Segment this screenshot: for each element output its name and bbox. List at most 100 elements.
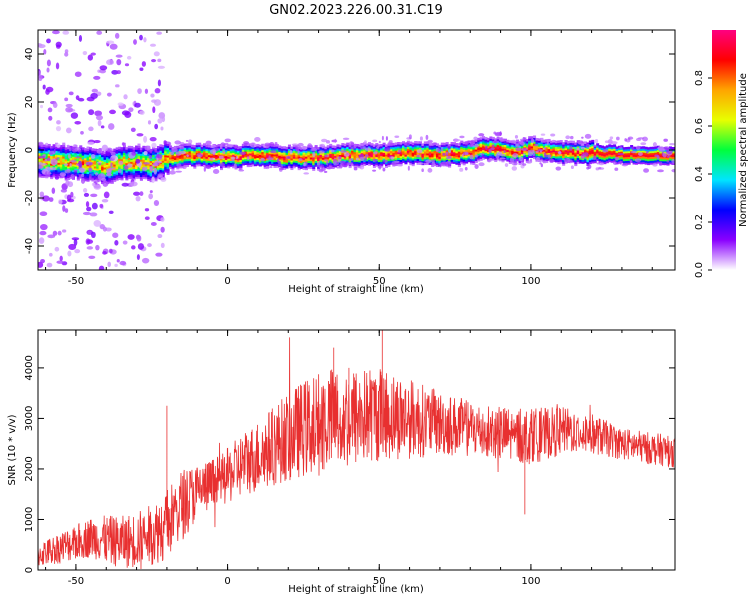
- spectrogram-cell: [465, 145, 469, 149]
- spectrogram-halo-blob: [499, 139, 505, 142]
- spectrogram-cell: [258, 146, 262, 150]
- spectrogram-cell: [421, 149, 425, 152]
- spectrogram-cell: [319, 146, 323, 150]
- spectrogram-cell: [193, 145, 197, 148]
- spectrogram-halo-blob: [334, 138, 337, 143]
- spectrogram-cell: [411, 148, 415, 151]
- spectrogram-halo-blob: [637, 152, 643, 156]
- spectrogram-cell: [314, 154, 318, 158]
- spectrogram-cell: [334, 155, 338, 158]
- spectrogram-cell: [394, 152, 398, 155]
- spectrogram-cell: [414, 142, 418, 146]
- spectrogram-halo-blob: [330, 149, 335, 153]
- spectrogram-cell: [122, 154, 126, 157]
- spectrogram-cell: [559, 149, 563, 153]
- spectrogram-cell: [448, 153, 452, 157]
- spectrogram-halo-blob: [631, 146, 635, 150]
- spectrogram-cell: [42, 150, 46, 153]
- spectrogram-cell: [651, 162, 655, 165]
- spectrogram-cell: [54, 154, 59, 157]
- spectrogram-cell: [275, 153, 279, 157]
- spectrogram-noise-blob: [83, 192, 90, 197]
- spectrogram-cell: [613, 154, 617, 157]
- spectrogram-cell: [574, 150, 578, 153]
- spectrogram-x-tick-label: -50: [68, 276, 84, 287]
- spectrogram-noise-blob: [73, 238, 78, 246]
- spectrogram-cell: [139, 176, 143, 179]
- spectrogram-cell: [622, 160, 626, 164]
- spectrogram-cell: [426, 143, 430, 146]
- spectrogram-cell: [101, 156, 105, 160]
- spectrogram-cell: [188, 150, 192, 154]
- spectrogram-cell: [229, 164, 233, 167]
- spectrogram-noise-blob: [106, 59, 114, 66]
- spectrogram-cell: [564, 139, 568, 143]
- spectrogram-cell: [54, 171, 59, 175]
- spectrogram-cell: [227, 154, 231, 157]
- spectrogram-cell: [462, 141, 466, 145]
- spectrogram-cell: [642, 150, 646, 153]
- spectrogram-cell: [118, 175, 122, 179]
- spectrogram-cell: [613, 146, 617, 149]
- spectrogram-cell: [91, 177, 95, 180]
- spectrogram-cell: [421, 153, 425, 156]
- spectrogram-halo-blob: [297, 142, 304, 147]
- spectrogram-cell: [173, 155, 177, 159]
- spectrogram-cell: [183, 160, 187, 164]
- spectrogram-cell: [385, 155, 389, 159]
- spectrogram-cell: [222, 155, 226, 159]
- spectrogram-cell: [86, 152, 90, 155]
- spectrogram-cell: [382, 142, 386, 146]
- spectrogram-cell: [120, 172, 124, 175]
- spectrogram-cell: [465, 155, 469, 158]
- spectrogram-halo-blob: [532, 151, 536, 157]
- spectrogram-halo-blob: [666, 160, 670, 163]
- spectrogram-cell: [467, 150, 471, 153]
- spectrogram-cell: [173, 153, 177, 157]
- spectrogram-cell: [336, 150, 340, 153]
- spectrogram-cell: [229, 162, 233, 165]
- spectrogram-cell: [406, 159, 410, 163]
- spectrogram-cell: [368, 161, 372, 164]
- spectrogram-cell: [45, 152, 49, 156]
- spectrogram-cell: [125, 158, 129, 162]
- spectrogram-cell: [302, 157, 306, 161]
- spectrogram-cell: [312, 166, 316, 170]
- spectrogram-cell: [236, 152, 241, 155]
- spectrogram-cell: [397, 157, 401, 160]
- spectrogram-cell: [467, 159, 471, 163]
- spectrogram-cell: [278, 145, 282, 149]
- spectrogram-halo-blob: [328, 165, 333, 169]
- spectrogram-halo-blob: [268, 155, 271, 158]
- spectrogram-cell: [144, 157, 148, 161]
- spectrogram-cell: [370, 162, 374, 165]
- spectrogram-cell: [149, 160, 153, 163]
- spectrogram-cell: [460, 146, 464, 149]
- spectrogram-cell: [540, 158, 544, 162]
- spectrogram-cell: [186, 158, 190, 162]
- spectrogram-cell: [630, 152, 634, 156]
- spectrogram-cell: [501, 146, 505, 149]
- spectrogram-cell: [610, 150, 614, 154]
- spectrogram-halo-blob: [543, 146, 547, 150]
- spectrogram-cell: [428, 162, 432, 165]
- spectrogram-cell: [261, 162, 265, 166]
- spectrogram-cell: [256, 159, 260, 162]
- spectrogram-x-tick-label: 100: [521, 276, 540, 287]
- spectrogram-noise-blob: [46, 67, 50, 73]
- spectrogram-cell: [588, 155, 592, 159]
- spectrogram-cell: [571, 150, 575, 153]
- spectrogram-cell: [557, 155, 561, 159]
- spectrogram-cell: [280, 152, 284, 155]
- spectrogram-cell: [198, 156, 202, 159]
- spectrogram-cell: [627, 158, 631, 161]
- spectrogram-noise-blob: [54, 246, 60, 252]
- spectrogram-cell: [130, 147, 134, 151]
- spectrogram-halo-blob: [407, 165, 410, 171]
- spectrogram-cell: [317, 156, 321, 160]
- spectrogram-cell: [375, 164, 379, 167]
- spectrogram-cell: [176, 147, 180, 151]
- spectrogram-cell: [329, 151, 333, 155]
- spectrogram-cell: [673, 147, 675, 150]
- spectrogram-cell: [152, 173, 156, 177]
